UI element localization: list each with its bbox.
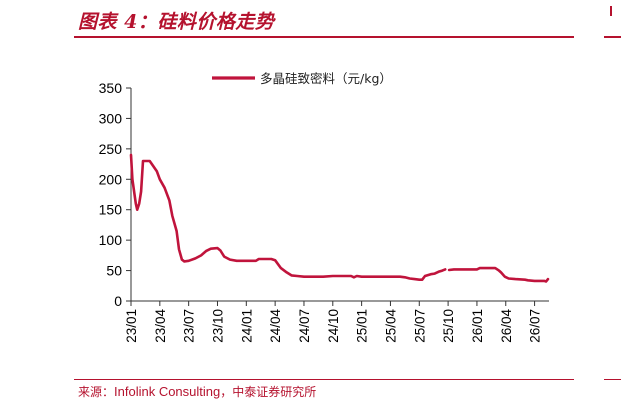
adjacent-figure-edge	[610, 6, 621, 16]
y-tick-label: 250	[99, 141, 123, 157]
x-axis-ticks: 23/01 23/04 23/07 23/10 24/01 24/04 24/07 24/10…	[124, 301, 543, 343]
x-tick-label: 26/07	[528, 309, 543, 343]
x-tick-label: 24/07	[297, 309, 312, 343]
source-rule	[74, 379, 574, 380]
y-tick-label: 100	[99, 232, 123, 248]
x-tick-label: 25/07	[412, 309, 427, 343]
source-note: 来源：Infolink Consulting，中泰证券研究所	[78, 383, 316, 400]
figure-title: 图表 4：硅料价格走势	[78, 11, 275, 33]
y-tick-label: 300	[99, 110, 123, 126]
legend-label: 多晶硅致密料（元/kg）	[260, 71, 392, 86]
x-tick-label: 23/10	[210, 309, 225, 343]
y-tick-label: 0	[114, 293, 122, 309]
y-tick-label: 350	[99, 80, 123, 96]
x-tick-label: 25/04	[383, 309, 398, 343]
y-axis-ticks: 0 50 100 150 200 250 300 350	[99, 80, 131, 309]
series-lines	[129, 153, 550, 283]
series-line-segment	[447, 266, 550, 283]
x-tick-label: 23/04	[153, 309, 168, 343]
series-line-segment	[129, 153, 447, 281]
x-tick-label: 24/01	[239, 309, 254, 343]
chart-axes	[130, 88, 549, 302]
source-institution: ，中泰证券研究所	[220, 385, 317, 399]
x-tick-label: 23/01	[124, 309, 139, 343]
title-rule-adjacent	[604, 36, 621, 38]
x-tick-label: 23/07	[182, 309, 197, 343]
y-tick-label: 150	[99, 202, 123, 218]
title-rule	[74, 36, 574, 38]
y-tick-label: 50	[106, 263, 122, 279]
x-tick-label: 25/01	[355, 309, 370, 343]
source-rule-adjacent	[604, 379, 621, 380]
source-provider: Infolink Consulting	[114, 384, 221, 399]
y-tick-label: 200	[99, 171, 123, 187]
x-tick-label: 24/04	[268, 309, 283, 343]
x-tick-label: 26/04	[499, 309, 514, 343]
x-tick-label: 26/01	[470, 309, 485, 343]
source-label: 来源：	[78, 385, 115, 399]
chart-legend: 多晶硅致密料（元/kg）	[212, 71, 392, 86]
x-tick-label: 25/10	[441, 309, 456, 343]
x-tick-label: 24/10	[326, 309, 341, 343]
